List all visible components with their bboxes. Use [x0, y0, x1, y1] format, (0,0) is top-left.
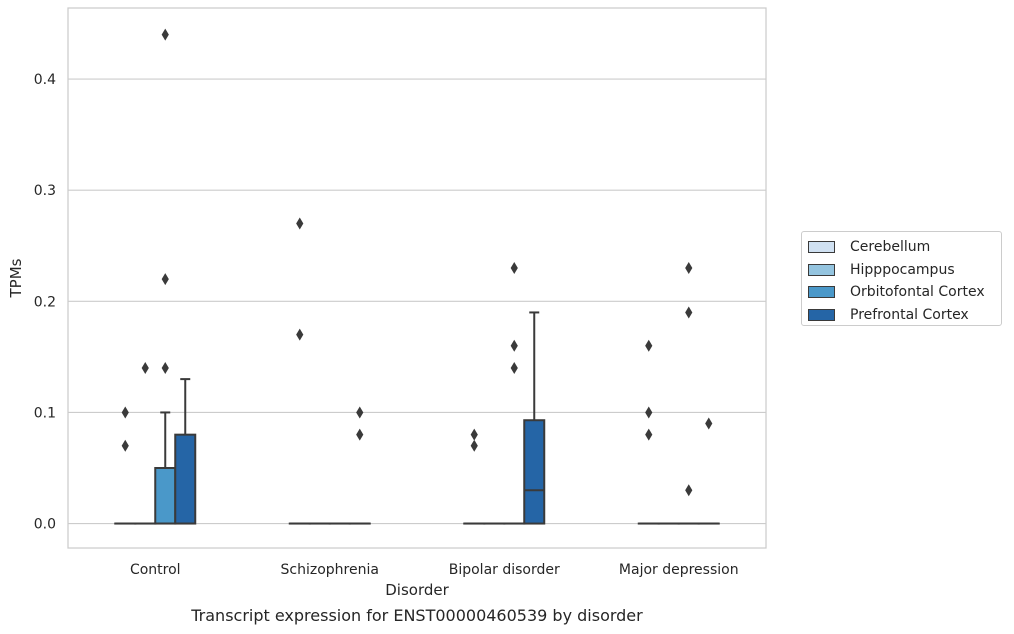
outliers — [121, 28, 713, 497]
legend-label-prefrontal-cortex: Prefrontal Cortex — [850, 306, 969, 323]
box-control-orbitofontal-cortex-outlier — [161, 362, 169, 374]
x-axis-title: Disorder — [385, 581, 449, 599]
legend-label-orbitofrontal-cortex: Orbitofontal Cortex — [850, 284, 985, 301]
y-tick-label: 0.3 — [34, 183, 56, 199]
legend-swatch-cerebellum — [808, 241, 835, 254]
y-tick-label: 0.2 — [34, 294, 56, 310]
box-major-depression-orbitofontal-cortex-outlier — [685, 262, 693, 274]
chart-caption: Transcript expression for ENST0000046053… — [191, 606, 643, 625]
legend: Cerebellum Hipppocampus Orbitofontal Cor… — [801, 231, 1002, 326]
box-bipolar-disorder-orbitofontal-cortex-outlier — [510, 339, 518, 352]
x-tick-label-bipolar-disorder: Bipolar disorder — [449, 562, 560, 578]
legend-swatch-prefrontal-cortex — [808, 308, 835, 321]
x-tick-label-major-depression: Major depression — [619, 562, 739, 578]
gridlines — [68, 78, 766, 525]
x-tick-label-schizophrenia: Schizophrenia — [281, 562, 379, 578]
box-major-depression-orbitofontal-cortex-outlier — [685, 306, 693, 319]
x-tick-label-control: Control — [130, 562, 181, 578]
box-schizophrenia-prefrontal-cortex-outlier — [356, 406, 364, 419]
y-axis-title: TPMs — [7, 258, 25, 298]
box-control-hipppocampus-outlier — [141, 362, 149, 374]
y-tick-label: 0.4 — [34, 72, 56, 88]
box-major-depression-orbitofontal-cortex-outlier — [685, 484, 693, 497]
outlier-control-cerebellum — [121, 406, 129, 419]
box-schizophrenia-cerebellum-outlier — [296, 217, 304, 230]
box-control-prefrontal-cortex — [174, 378, 197, 525]
outlier-major-depression-cerebellum — [645, 428, 653, 441]
legend-swatch-orbitofrontal-cortex — [808, 286, 835, 299]
box-control-prefrontal-cortex-rect — [174, 433, 197, 525]
legend-item-hippocampus: Hipppocampus — [808, 259, 1001, 282]
outlier-control-cerebellum — [121, 439, 129, 452]
legend-swatch-hippocampus — [808, 263, 835, 276]
y-tick-label: 0.0 — [34, 517, 56, 533]
box-control-orbitofontal-cortex — [154, 411, 177, 525]
y-tick-labels: 0.0 0.1 0.2 0.3 0.4 — [34, 72, 56, 532]
box-bipolar-disorder-prefrontal-cortex — [523, 311, 546, 525]
outlier-bipolar-disorder-cerebellum — [470, 439, 478, 452]
box-bipolar-disorder-prefrontal-cortex-rect — [523, 419, 546, 525]
plot-area-frame — [67, 7, 767, 549]
outlier-bipolar-disorder-cerebellum — [470, 428, 478, 441]
legend-label-cerebellum: Cerebellum — [850, 239, 931, 256]
legend-item-prefrontal-cortex: Prefrontal Cortex — [808, 304, 1001, 327]
boxes — [114, 311, 720, 525]
legend-label-hippocampus: Hipppocampus — [850, 261, 955, 278]
outlier-major-depression-cerebellum — [645, 406, 653, 419]
x-tick-labels: Control Schizophrenia Bipolar disorder Majo… — [130, 562, 739, 578]
outlier-major-depression-cerebellum — [645, 339, 653, 352]
box-schizophrenia-cerebellum-outlier — [296, 328, 304, 341]
box-schizophrenia-prefrontal-cortex-outlier — [356, 428, 364, 441]
box-bipolar-disorder-orbitofontal-cortex-outlier — [510, 362, 518, 374]
legend-item-cerebellum: Cerebellum — [808, 236, 1001, 259]
y-tick-label: 0.1 — [34, 405, 56, 421]
box-major-depression-prefrontal-cortex-outlier — [705, 417, 713, 430]
box-control-orbitofontal-cortex-rect — [154, 467, 177, 525]
box-bipolar-disorder-orbitofontal-cortex-outlier — [510, 262, 518, 274]
box-control-orbitofontal-cortex-outlier — [161, 28, 169, 41]
box-control-orbitofontal-cortex-outlier — [161, 273, 169, 286]
legend-item-orbitofrontal-cortex: Orbitofontal Cortex — [808, 281, 1001, 304]
